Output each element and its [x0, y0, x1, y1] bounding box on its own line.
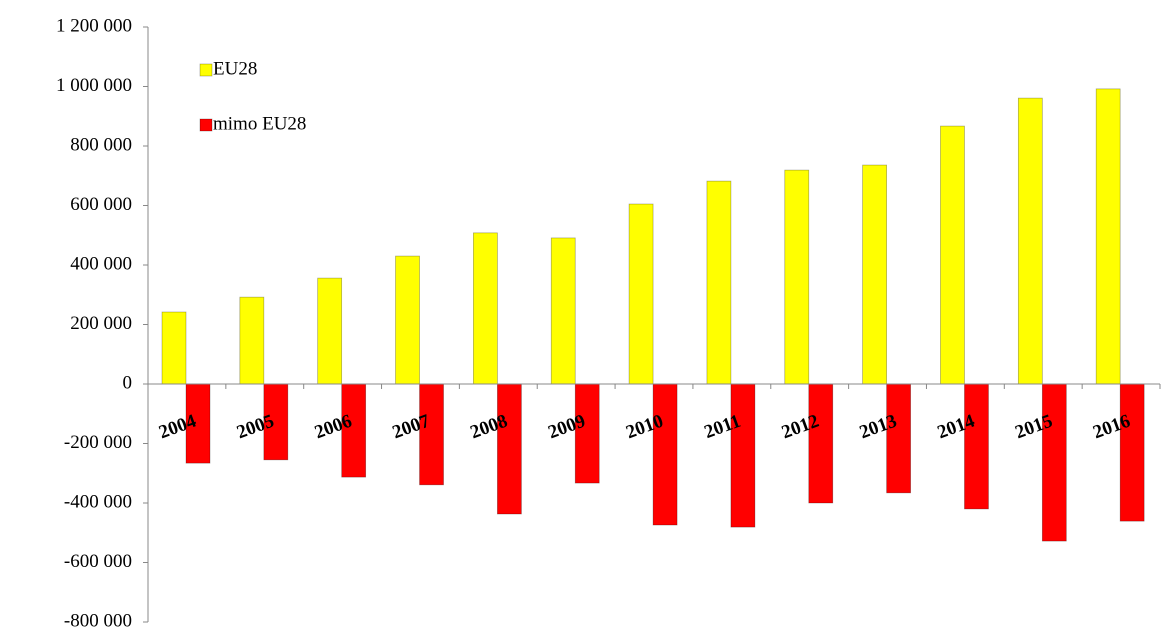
y-tick-label: -400 000: [64, 491, 132, 512]
y-tick-label: -200 000: [64, 432, 132, 453]
bar: [784, 169, 810, 385]
bar: [239, 296, 265, 385]
y-tick-label: 800 000: [70, 134, 132, 155]
bar: [940, 125, 965, 385]
y-tick-label: 600 000: [70, 194, 132, 215]
legend-swatch: [199, 63, 213, 77]
bar: [473, 232, 498, 385]
bar: [1095, 88, 1121, 385]
y-tick-label: 1 000 000: [56, 75, 132, 96]
y-tick-label: 200 000: [70, 313, 132, 334]
y-tick-label: 400 000: [70, 253, 132, 274]
bar: [1017, 97, 1043, 385]
bar: [395, 255, 420, 385]
bar: [706, 180, 732, 385]
bar: [550, 237, 576, 385]
bar: [862, 164, 887, 385]
bar: [317, 277, 343, 385]
bar: [497, 383, 522, 515]
bar: [628, 203, 654, 385]
bar: [1119, 383, 1145, 522]
bar: [419, 383, 444, 486]
legend-label: EU28: [213, 58, 257, 79]
bar: [185, 383, 211, 464]
legend-swatch: [199, 118, 213, 132]
legend-label: mimo EU28: [213, 113, 306, 134]
bar: [964, 383, 989, 510]
bar: [652, 383, 678, 526]
y-tick-label: 1 200 000: [56, 15, 132, 36]
y-tick-label: -600 000: [64, 551, 132, 572]
bar: [886, 383, 911, 494]
bar: [730, 383, 756, 528]
y-tick-label: 0: [123, 372, 133, 393]
y-tick-label: -800 000: [64, 610, 132, 631]
bar: [808, 383, 834, 504]
bar: [1041, 383, 1067, 542]
bar: [161, 311, 187, 385]
